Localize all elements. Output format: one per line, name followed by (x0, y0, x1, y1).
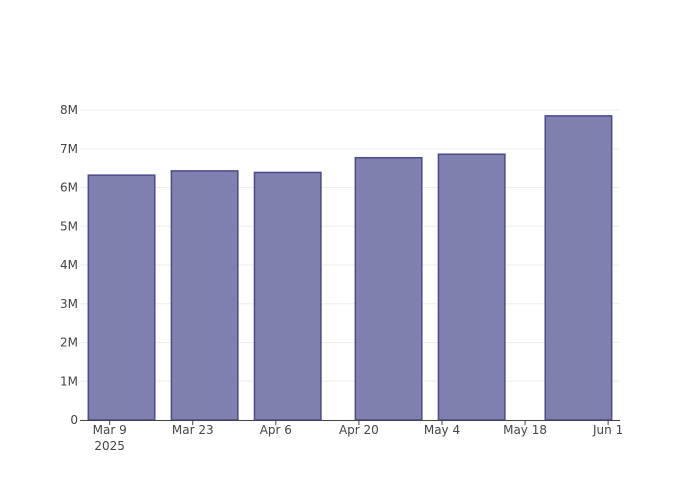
y-tick-label: 1M (60, 374, 78, 388)
x-tick-label: Mar 23 (172, 423, 214, 437)
bar (437, 153, 506, 421)
x-tick-label: May 4 (424, 423, 460, 437)
x-tick-label: May 18 (503, 423, 547, 437)
x-tick-label: Jun 1 (592, 423, 623, 437)
y-tick-label: 0 (70, 413, 78, 427)
y-tick-label: 8M (60, 103, 78, 117)
bar (253, 171, 322, 421)
y-tick-label: 5M (60, 219, 78, 233)
bar (354, 156, 423, 421)
bar (170, 170, 239, 421)
x-tick-label: Mar 9 2025 (93, 423, 127, 453)
y-tick-label: 3M (60, 297, 78, 311)
y-tick-label: 2M (60, 336, 78, 350)
x-tick-label: Apr 6 (260, 423, 292, 437)
y-tick-label: 7M (60, 142, 78, 156)
y-tick-label: 4M (60, 258, 78, 272)
bar (544, 115, 613, 421)
y-tick-label: 6M (60, 181, 78, 195)
x-tick-label: Apr 20 (339, 423, 379, 437)
bar (87, 174, 156, 421)
